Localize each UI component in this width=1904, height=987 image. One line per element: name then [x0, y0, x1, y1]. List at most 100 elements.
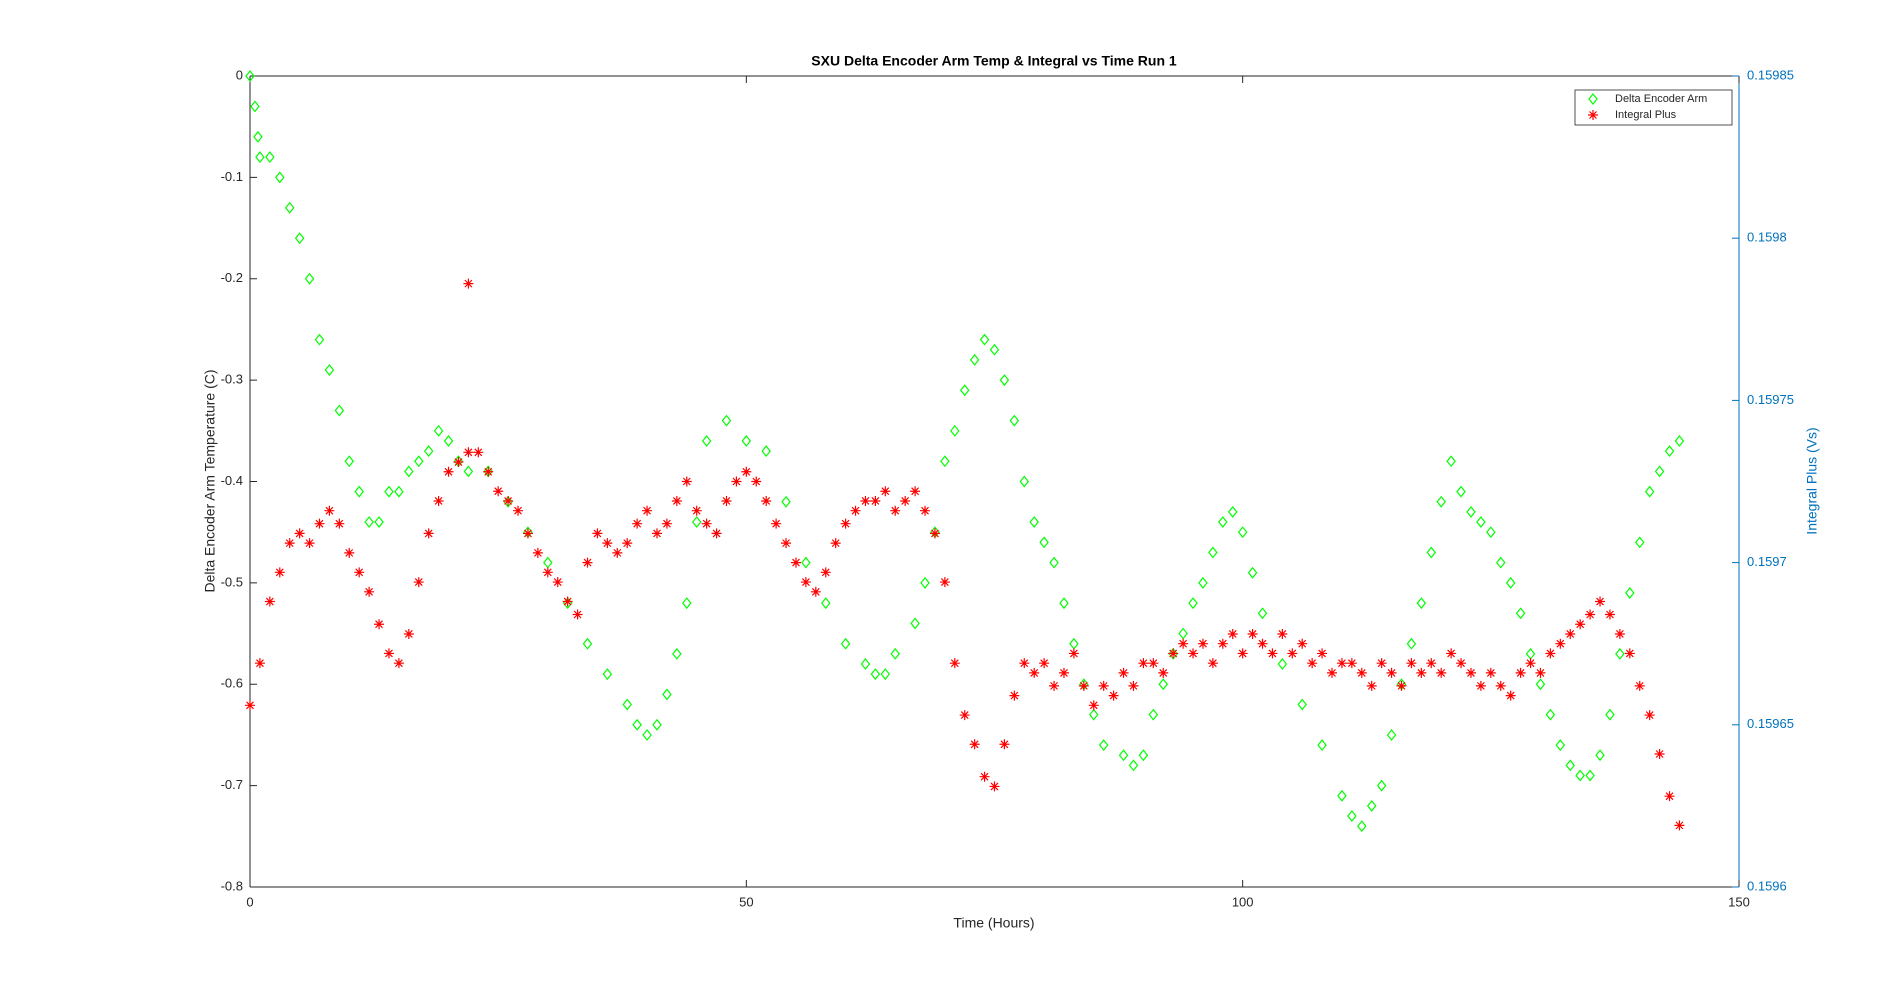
data-point	[771, 518, 782, 529]
data-point	[413, 577, 424, 588]
data-point	[1664, 791, 1675, 802]
data-point	[1614, 628, 1625, 639]
data-point	[810, 586, 821, 597]
data-point	[1257, 607, 1268, 620]
data-point	[1078, 680, 1089, 691]
data-point	[423, 528, 434, 539]
data-point	[801, 556, 811, 569]
y2-axis-label: Integral Plus (Vs)	[1804, 427, 1820, 534]
data-point	[761, 445, 771, 458]
y2-tick-label: 0.15965	[1747, 716, 1794, 731]
data-point	[1237, 526, 1248, 539]
data-point	[1585, 769, 1595, 782]
data-point	[830, 538, 841, 549]
data-point	[582, 637, 593, 650]
y2-tick-label: 0.1597	[1747, 554, 1787, 569]
data-point	[1604, 609, 1615, 620]
data-point	[681, 476, 692, 487]
data-point	[940, 455, 950, 468]
data-point	[969, 353, 980, 366]
data-point	[1565, 759, 1576, 772]
data-point	[463, 447, 474, 458]
data-point	[453, 457, 464, 468]
data-point	[950, 424, 960, 437]
data-point	[1456, 658, 1467, 669]
data-point	[250, 100, 260, 113]
data-point	[324, 364, 335, 376]
legend-marker	[1588, 110, 1598, 120]
data-point	[542, 567, 553, 578]
data-point	[443, 466, 454, 477]
data-point	[1615, 647, 1625, 660]
data-point	[1058, 667, 1069, 678]
data-point	[284, 538, 295, 549]
data-point	[1297, 698, 1307, 711]
data-point	[959, 384, 970, 397]
data-point	[1525, 658, 1536, 669]
data-point	[344, 547, 355, 558]
legend-box	[1574, 89, 1733, 126]
data-point	[1545, 648, 1556, 659]
data-point	[820, 597, 831, 610]
data-point	[1317, 648, 1328, 659]
data-point	[761, 495, 772, 506]
data-point	[1575, 769, 1585, 782]
data-point	[383, 648, 394, 659]
data-point	[433, 424, 444, 437]
data-point	[1148, 658, 1159, 669]
data-point	[860, 495, 871, 506]
data-point	[1624, 648, 1635, 659]
data-point	[1019, 658, 1030, 669]
data-point	[562, 596, 573, 607]
data-point	[1515, 607, 1526, 620]
data-point	[979, 333, 990, 346]
data-point	[1128, 759, 1139, 772]
data-point	[1475, 680, 1486, 691]
legend-label: Delta Encoder Arm	[1615, 93, 1707, 105]
data-point	[1247, 566, 1258, 579]
data-point	[1237, 648, 1248, 659]
data-point	[483, 466, 494, 477]
y2-tick-label: 0.15975	[1747, 392, 1794, 407]
data-point	[1168, 648, 1179, 659]
data-point	[721, 495, 732, 506]
data-point	[612, 547, 623, 558]
data-point	[275, 171, 285, 184]
data-point	[493, 486, 504, 497]
data-point	[1535, 667, 1546, 678]
y-axis-label: Delta Encoder Arm Temperature (C)	[202, 369, 218, 592]
data-point	[1366, 799, 1377, 812]
chart-title: SXU Delta Encoder Arm Temp & Integral vs…	[811, 53, 1177, 69]
data-point	[354, 485, 364, 498]
data-point	[701, 434, 712, 447]
y-tick-label: -0.4	[221, 473, 243, 488]
data-point	[364, 586, 375, 597]
data-point	[334, 404, 345, 417]
data-point	[1208, 546, 1218, 559]
data-point	[1644, 485, 1655, 498]
data-point	[1207, 658, 1218, 669]
data-point	[423, 445, 434, 458]
data-point	[374, 619, 385, 630]
y-tick-label: -0.3	[221, 372, 243, 387]
data-point	[1674, 820, 1685, 831]
data-point	[632, 518, 643, 529]
data-point	[701, 518, 712, 529]
data-point	[254, 658, 265, 669]
data-point	[1347, 810, 1357, 822]
data-point	[1218, 516, 1228, 529]
data-point	[682, 597, 692, 610]
data-point	[1346, 658, 1357, 669]
data-point	[364, 516, 374, 529]
data-point	[1396, 680, 1407, 691]
data-point	[1446, 648, 1457, 659]
data-point	[1406, 658, 1417, 669]
data-point	[265, 151, 275, 164]
data-point	[1555, 739, 1566, 752]
data-point	[1029, 667, 1040, 678]
data-point	[622, 698, 632, 711]
data-point	[1545, 708, 1556, 721]
data-point	[1674, 434, 1685, 447]
data-point	[890, 647, 901, 660]
